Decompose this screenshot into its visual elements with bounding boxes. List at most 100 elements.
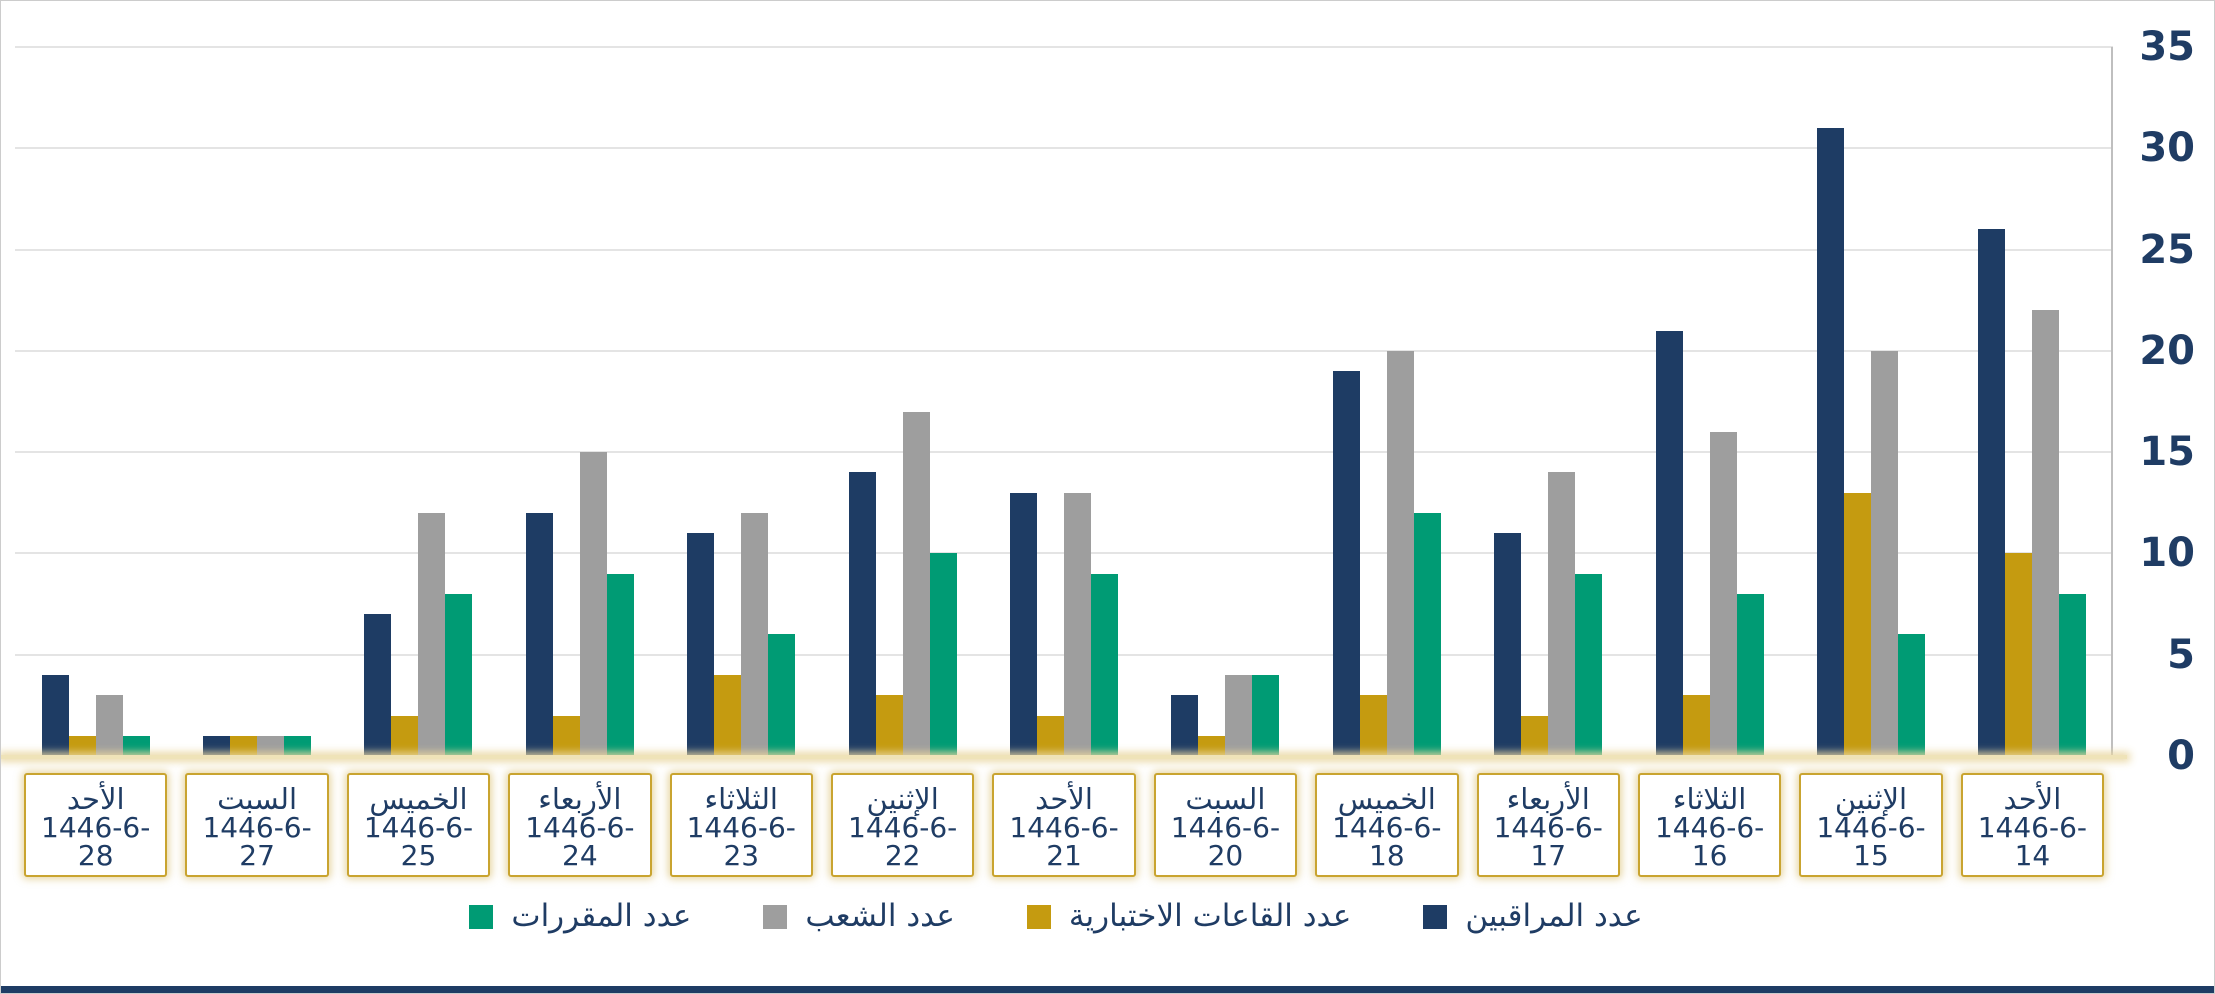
bar-green[interactable] <box>1091 573 1119 756</box>
legend-swatch-navy <box>1423 904 1448 929</box>
y-tick-label: 20 <box>2139 327 2195 374</box>
category-day: الخميس <box>1337 782 1436 816</box>
y-tick-label: 10 <box>2139 530 2195 577</box>
bar-gray[interactable] <box>1870 350 1898 756</box>
bar-navy[interactable] <box>364 614 392 756</box>
category-box: الأحد 1446-6-14 <box>1960 773 2105 877</box>
y-tick-label: 15 <box>2139 429 2195 476</box>
category-day: الإثنين <box>866 782 939 816</box>
bar-navy[interactable] <box>848 472 876 756</box>
bar-navy[interactable] <box>1655 330 1683 756</box>
category-day: الأحد <box>1035 782 1093 816</box>
bar-gray[interactable] <box>1548 472 1576 756</box>
bar-green[interactable] <box>1897 634 1925 756</box>
category-date: 1446-6-28 <box>41 811 151 872</box>
bar-gold[interactable] <box>1682 695 1710 756</box>
legend-item-navy[interactable]: عدد المراقبين <box>1423 898 1643 934</box>
y-tick-label: 5 <box>2167 631 2195 678</box>
category-box: الإثنين 1446-6-22 <box>830 773 975 877</box>
bar-group <box>822 47 983 756</box>
category-box: الأحد 1446-6-28 <box>24 773 168 877</box>
bar-gray[interactable] <box>2032 310 2060 756</box>
gridline-5 <box>15 653 2113 656</box>
bar-gold[interactable] <box>68 735 96 756</box>
bar-gold[interactable] <box>875 695 903 756</box>
bar-gold[interactable] <box>1521 715 1549 756</box>
category-date: 1446-6-21 <box>1009 811 1119 872</box>
bar-group <box>1952 47 2113 756</box>
bar-gold[interactable] <box>1198 735 1226 756</box>
bar-group <box>176 47 337 756</box>
bar-gold[interactable] <box>1843 492 1871 756</box>
category-day: الثلاثاء <box>704 782 779 816</box>
bar-green[interactable] <box>606 573 634 756</box>
bar-navy[interactable] <box>687 533 715 756</box>
bar-gold[interactable] <box>2005 553 2033 756</box>
bar-navy[interactable] <box>203 735 231 756</box>
bar-green[interactable] <box>1413 512 1441 756</box>
bar-navy[interactable] <box>1332 371 1360 756</box>
category-day: الإثنين <box>1834 782 1908 816</box>
bar-navy[interactable] <box>1816 128 1844 756</box>
legend-label: عدد المراقبين <box>1465 898 1643 934</box>
bar-navy[interactable] <box>41 674 69 756</box>
bar-gray[interactable] <box>257 735 285 756</box>
legend-label: عدد المقررات <box>511 898 692 934</box>
bar-group <box>1306 47 1467 756</box>
legend-label: عدد الشعب <box>805 898 955 934</box>
legend-item-gray[interactable]: عدد الشعب <box>763 901 955 932</box>
gridline-15 <box>15 451 2113 454</box>
y-tick-label: 0 <box>2167 733 2195 779</box>
legend: عدد المقررات عدد الشعب عدد القاعات الاختبا… <box>1 901 2111 932</box>
gridline-20 <box>15 349 2113 352</box>
gridline-35 <box>15 46 2113 48</box>
bar-gray[interactable] <box>902 411 930 756</box>
category-date: 1446-6-14 <box>1977 811 2088 872</box>
bar-green[interactable] <box>2059 593 2087 756</box>
bar-gray[interactable] <box>418 512 446 756</box>
bar-group <box>1790 47 1951 756</box>
plot-area <box>1 46 2127 759</box>
bar-gray[interactable] <box>741 512 769 756</box>
legend-swatch-gray <box>763 904 788 929</box>
bar-gray[interactable] <box>1225 674 1253 756</box>
bar-green[interactable] <box>122 735 150 756</box>
bar-gray[interactable] <box>1709 431 1737 756</box>
bar-gray[interactable] <box>95 695 123 756</box>
bar-navy[interactable] <box>1010 492 1038 756</box>
bar-green[interactable] <box>1575 573 1603 756</box>
bar-gold[interactable] <box>552 715 580 756</box>
bar-gray[interactable] <box>1064 492 1092 756</box>
bar-green[interactable] <box>1736 593 1764 756</box>
bar-navy[interactable] <box>1171 695 1199 756</box>
bar-gold[interactable] <box>391 715 419 756</box>
bar-navy[interactable] <box>1978 229 2006 756</box>
legend-swatch-gold <box>1026 904 1051 929</box>
bar-navy[interactable] <box>525 512 553 756</box>
category-box: الخميس 1446-6-18 <box>1315 773 1459 877</box>
bar-gold[interactable] <box>714 674 742 756</box>
bar-gray[interactable] <box>579 452 607 756</box>
category-day: الأحد <box>2003 782 2062 816</box>
bar-gray[interactable] <box>1386 350 1414 756</box>
category-date: 1446-6-23 <box>686 811 796 872</box>
category-date: 1446-6-25 <box>363 811 474 872</box>
legend-item-gold[interactable]: عدد القاعات الاختبارية <box>1026 901 1351 932</box>
bottom-accent-bar <box>1 986 2214 993</box>
category-box: السبت 1446-6-27 <box>185 773 329 877</box>
legend-item-green[interactable]: عدد المقررات <box>469 901 691 932</box>
category-date: 1446-6-17 <box>1493 811 1603 872</box>
bar-group <box>499 47 660 756</box>
bar-green[interactable] <box>445 593 473 756</box>
bar-group <box>983 47 1144 756</box>
bar-green[interactable] <box>929 553 957 756</box>
category-day: الأربعاء <box>1506 782 1590 816</box>
bar-green[interactable] <box>768 634 796 756</box>
bar-green[interactable] <box>1252 674 1280 756</box>
category-day: الخميس <box>369 782 468 816</box>
bar-gold[interactable] <box>1037 715 1065 756</box>
bar-gold[interactable] <box>1359 695 1387 756</box>
bar-green[interactable] <box>284 735 312 756</box>
bar-gold[interactable] <box>230 735 258 756</box>
bar-navy[interactable] <box>1494 533 1522 756</box>
